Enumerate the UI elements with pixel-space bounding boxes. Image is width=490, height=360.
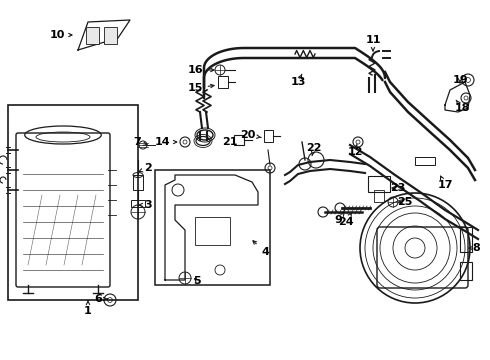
Bar <box>368 176 390 192</box>
Text: 25: 25 <box>397 197 413 207</box>
Text: 19: 19 <box>452 75 468 85</box>
Text: 14: 14 <box>154 137 177 147</box>
Text: 12: 12 <box>347 144 363 157</box>
Text: 6: 6 <box>94 294 107 304</box>
Text: 21: 21 <box>222 137 238 147</box>
Text: 7: 7 <box>133 137 147 147</box>
Polygon shape <box>445 82 470 112</box>
Bar <box>195 217 230 245</box>
Bar <box>8 105 138 300</box>
Text: 15: 15 <box>187 83 214 93</box>
Bar <box>460 262 472 280</box>
Bar <box>133 175 143 190</box>
Text: 2: 2 <box>139 163 152 173</box>
Text: 17: 17 <box>437 176 453 190</box>
Text: 18: 18 <box>454 100 470 113</box>
Text: 3: 3 <box>139 200 152 210</box>
Text: 8: 8 <box>469 243 480 253</box>
Bar <box>264 130 273 142</box>
Bar <box>415 157 435 165</box>
Bar <box>155 170 270 285</box>
Text: 22: 22 <box>306 143 322 156</box>
Text: 16: 16 <box>187 65 214 75</box>
Bar <box>234 135 244 145</box>
Text: 5: 5 <box>193 276 201 286</box>
Text: 24: 24 <box>338 213 354 227</box>
Bar <box>218 76 228 88</box>
Polygon shape <box>78 20 130 50</box>
Text: 9: 9 <box>334 212 345 225</box>
Polygon shape <box>165 175 258 280</box>
Bar <box>86 27 99 44</box>
Text: 13: 13 <box>290 74 306 87</box>
Bar <box>374 190 384 202</box>
Bar <box>460 227 472 252</box>
Text: 11: 11 <box>365 35 381 51</box>
Text: 10: 10 <box>49 30 72 40</box>
Bar <box>131 200 145 207</box>
Text: 1: 1 <box>84 300 92 316</box>
Text: 20: 20 <box>240 130 261 140</box>
Text: 4: 4 <box>253 241 269 257</box>
Text: 23: 23 <box>391 183 406 193</box>
Bar <box>104 27 117 44</box>
